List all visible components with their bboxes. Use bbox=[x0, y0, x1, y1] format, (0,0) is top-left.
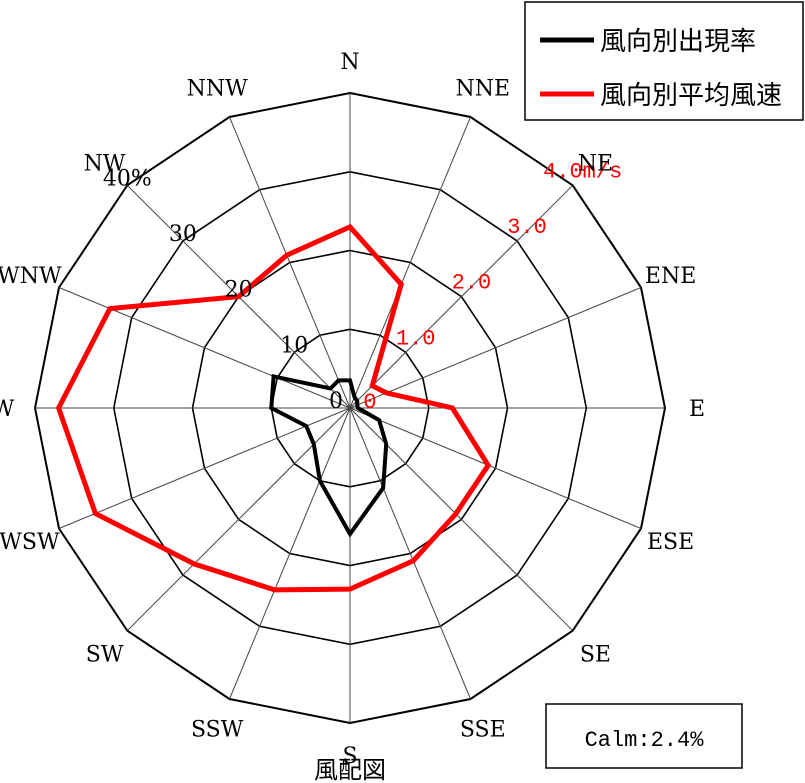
calm-annotation: Calm:2.4% bbox=[545, 703, 743, 769]
direction-label-ssw: SSW bbox=[191, 718, 244, 743]
spoke-wsw bbox=[58, 407, 351, 529]
calm-box bbox=[545, 703, 743, 769]
series-frequency-line bbox=[269, 373, 389, 538]
direction-label-ene: ENE bbox=[645, 264, 696, 289]
speed-tick-1: 1.0 bbox=[396, 326, 436, 351]
spoke-ese bbox=[349, 407, 642, 529]
spoke-nne bbox=[349, 116, 471, 409]
frequency-tick-10: 10 bbox=[280, 333, 308, 358]
speed-tick-0: 0 bbox=[363, 390, 376, 415]
frequency-tick-30: 30 bbox=[169, 222, 197, 247]
direction-labels: N NNE NE ENE E ESE SE SSE S SSW SW WSW W WNW NW NNW bbox=[0, 50, 705, 769]
spoke-sw bbox=[126, 407, 351, 632]
direction-label-ne: NE bbox=[578, 152, 613, 177]
legend-box bbox=[524, 1, 804, 121]
speed-tick-4: 4.0m/s bbox=[543, 159, 622, 184]
speed-tick-2: 2.0 bbox=[452, 271, 492, 296]
direction-label-wsw: WSW bbox=[0, 530, 60, 555]
calm-text: Calm:2.4% bbox=[585, 728, 705, 753]
frequency-tick-40: 40% bbox=[103, 166, 152, 191]
spoke-ssw bbox=[229, 407, 351, 700]
direction-label-sw: SW bbox=[86, 642, 124, 667]
spoke-ne bbox=[349, 184, 574, 409]
spoke-sse bbox=[349, 407, 471, 700]
frequency-tick-0: 0 bbox=[329, 389, 343, 414]
direction-label-w: W bbox=[0, 397, 15, 422]
frequency-tick-20: 20 bbox=[225, 278, 253, 303]
chart-title: 風配図 bbox=[314, 756, 386, 783]
direction-label-n: N bbox=[340, 50, 359, 75]
speed-tick-3: 3.0 bbox=[507, 215, 547, 240]
direction-label-wnw: WNW bbox=[0, 264, 62, 289]
spoke-ene bbox=[349, 287, 642, 409]
direction-label-se: SE bbox=[580, 642, 611, 667]
legend-label-frequency: 風向別出現率 bbox=[600, 27, 756, 57]
direction-label-nne: NNE bbox=[456, 76, 511, 101]
direction-label-nnw: NNW bbox=[187, 76, 249, 101]
speed-tick-labels: 0 1.0 2.0 3.0 4.0m/s bbox=[363, 159, 622, 415]
series-mean-wind-speed-line bbox=[55, 223, 492, 593]
direction-label-nw: NW bbox=[84, 152, 126, 177]
spoke-nnw bbox=[229, 116, 351, 409]
series-layer bbox=[55, 223, 492, 593]
legend: 風向別出現率 風向別平均風速 bbox=[524, 1, 804, 121]
direction-label-e: E bbox=[689, 397, 705, 422]
direction-label-sse: SSE bbox=[460, 718, 506, 743]
legend-label-speed: 風向別平均風速 bbox=[600, 81, 782, 111]
spoke-wnw bbox=[58, 287, 351, 409]
frequency-tick-labels: 0 10 20 30 40% bbox=[103, 166, 343, 414]
direction-label-ese: ESE bbox=[647, 530, 694, 555]
direction-label-s: S bbox=[342, 744, 357, 769]
